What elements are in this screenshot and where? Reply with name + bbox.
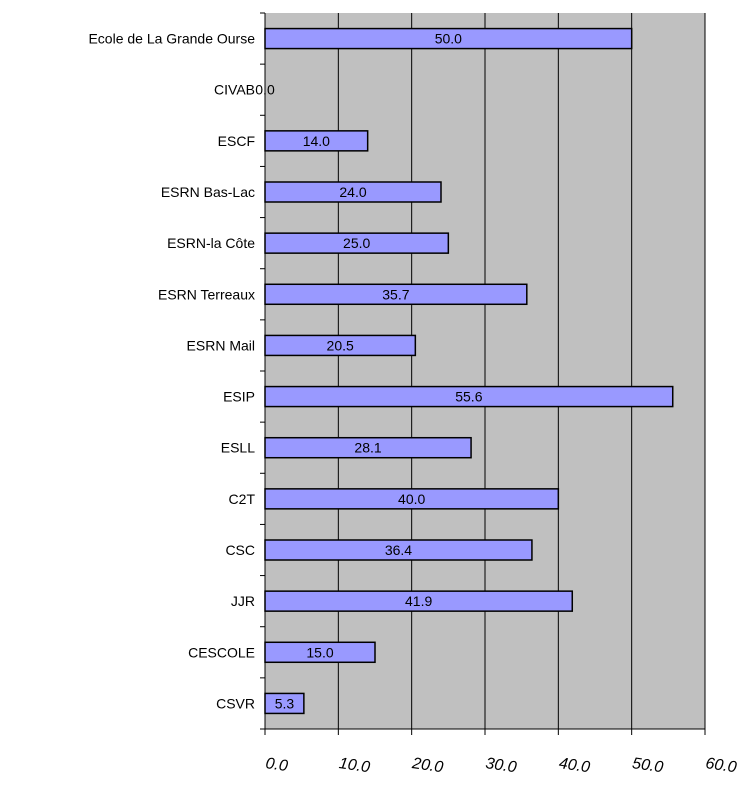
bar <box>264 539 533 561</box>
data-label: 15.0 <box>306 644 333 660</box>
category-label: ESCF <box>218 133 255 149</box>
bar <box>264 334 417 357</box>
x-tick-label: 0.0 <box>264 755 288 775</box>
category-label: ESRN-la Côte <box>167 235 255 251</box>
data-label: 50.0 <box>435 31 462 47</box>
bar <box>264 385 674 408</box>
data-label: 55.6 <box>455 389 482 405</box>
x-tick-label: 50.0 <box>631 755 664 776</box>
bar <box>264 181 442 203</box>
category-label: ESRN Mail <box>187 337 255 353</box>
category-label: CSVR <box>216 695 255 711</box>
category-label: CSC <box>225 542 255 558</box>
data-label: 24.0 <box>339 184 366 200</box>
x-tick-label: 40.0 <box>558 755 591 776</box>
x-tick-label: 60.0 <box>704 755 737 776</box>
bar <box>264 27 633 50</box>
category-label: CIVAB <box>214 82 255 98</box>
x-tick-label: 20.0 <box>410 755 444 776</box>
category-label: ESIP <box>223 389 255 405</box>
data-label: 40.0 <box>398 491 425 507</box>
category-label: ESLL <box>221 440 255 456</box>
data-label: 0.0 <box>255 82 275 98</box>
data-label: 14.0 <box>303 133 330 149</box>
bar <box>264 641 376 664</box>
data-label: 20.5 <box>327 337 354 353</box>
bar <box>264 488 560 510</box>
x-tick-label: 10.0 <box>338 755 371 776</box>
bar <box>264 436 472 459</box>
category-label: ESRN Bas-Lac <box>161 184 255 200</box>
category-label: JJR <box>231 593 255 609</box>
data-label: 36.4 <box>385 542 412 558</box>
category-label: Ecole de La Grande Ourse <box>88 31 255 47</box>
data-label: 5.3 <box>275 695 295 711</box>
bar <box>264 692 305 715</box>
data-label: 35.7 <box>382 286 409 302</box>
category-label: CESCOLE <box>188 644 255 660</box>
data-label: 28.1 <box>354 440 381 456</box>
bar <box>264 130 369 152</box>
data-label: 25.0 <box>343 235 370 251</box>
category-label: ESRN Terreaux <box>158 286 255 302</box>
x-tick-label: 30.0 <box>484 755 517 776</box>
category-label: C2T <box>229 491 256 507</box>
data-label: 41.9 <box>405 593 432 609</box>
bar <box>264 232 450 254</box>
bar <box>264 590 574 612</box>
bar <box>264 283 528 306</box>
